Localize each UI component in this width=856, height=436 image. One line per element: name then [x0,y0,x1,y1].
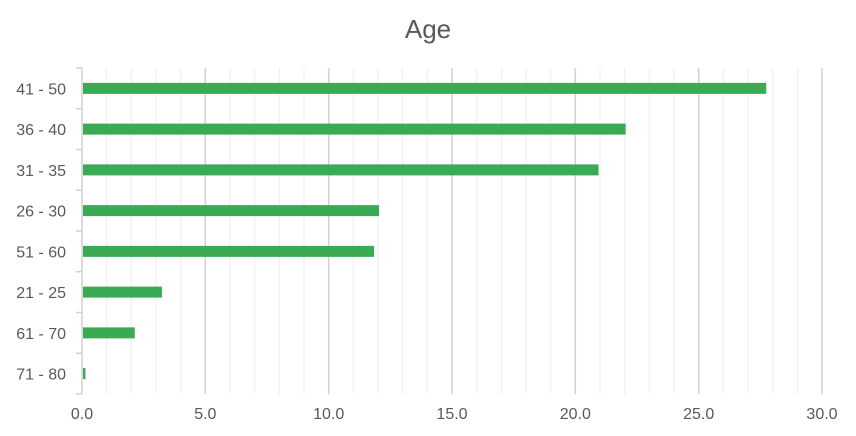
y-axis [76,67,83,395]
x-tick-label: 5.0 [194,406,216,423]
y-tick-label: 36 - 40 [16,122,66,139]
y-tick-label: 21 - 25 [16,285,66,302]
y-tick-label: 71 - 80 [16,367,66,384]
y-tick-label: 51 - 60 [16,244,66,261]
x-tick-label: 30.0 [806,406,837,423]
minor-gridlines [106,68,798,394]
x-tick-label: 0.0 [71,406,93,423]
bar [83,245,375,257]
major-gridlines [204,68,823,394]
chart-title: Age [405,14,451,44]
x-tick-label: 10.0 [313,406,344,423]
bar [83,327,135,339]
x-tick-label: 20.0 [560,406,591,423]
bars [83,82,767,380]
y-tick-label: 41 - 50 [16,81,66,98]
bar [83,286,162,298]
y-tick-label: 31 - 35 [16,163,66,180]
y-tick-label: 26 - 30 [16,204,66,221]
bar [83,123,626,135]
y-tick-label: 61 - 70 [16,326,66,343]
bar [83,205,379,217]
x-tick-label: 15.0 [436,406,467,423]
bar [83,368,86,380]
x-axis-labels: 0.0 5.0 10.0 15.0 20.0 25.0 30.0 [71,406,838,423]
bar [83,82,767,94]
x-tick-label: 25.0 [683,406,714,423]
y-axis-labels: 41 - 50 36 - 40 31 - 35 26 - 30 51 - 60 21 - … [16,81,66,383]
bar [83,164,599,176]
